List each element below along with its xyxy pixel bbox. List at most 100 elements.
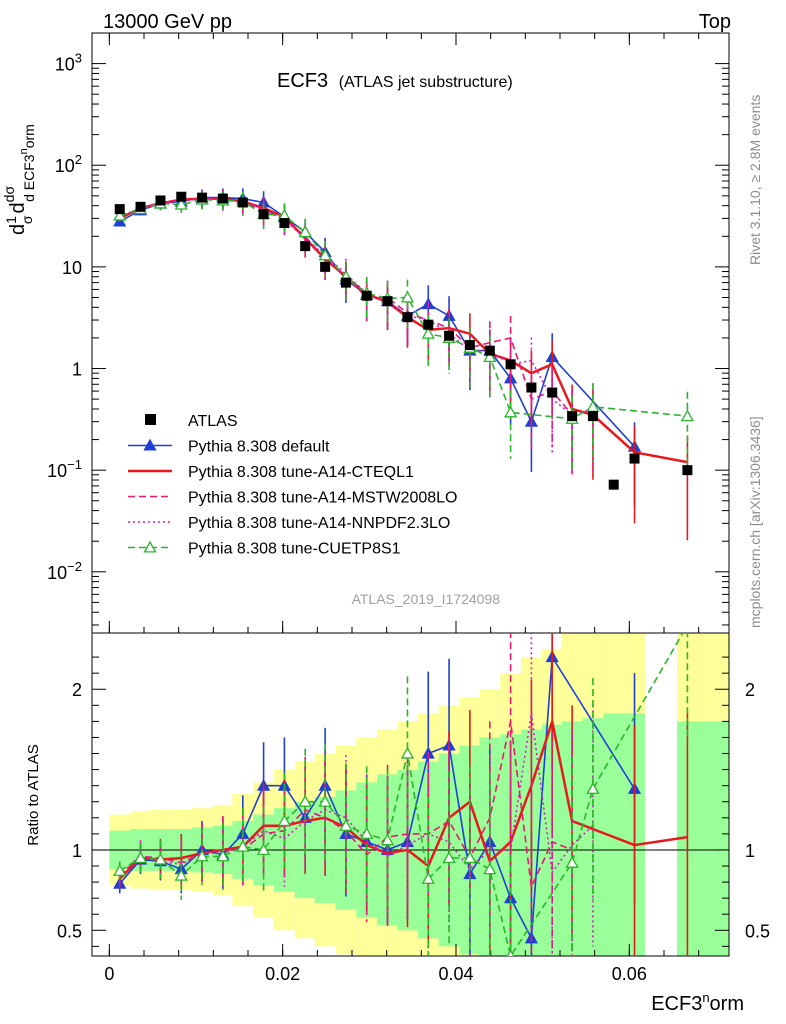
legend-label-pythia-8-308-tune-a14-cteql1: Pythia 8.308 tune-A14-CTEQL1 bbox=[188, 464, 414, 481]
main-point-pythia-8-308-tune-cuetp8s1 bbox=[421, 326, 435, 339]
main-point-atlas bbox=[505, 359, 516, 370]
y-tick-label-main: 1 bbox=[72, 360, 82, 380]
main-point-atlas bbox=[197, 192, 208, 203]
x-tick-label: 0 bbox=[104, 964, 114, 984]
main-point-atlas bbox=[484, 345, 495, 356]
main-point-atlas bbox=[320, 261, 331, 272]
main-point-atlas bbox=[682, 465, 693, 476]
y-tick-label-main: 10−2 bbox=[47, 559, 82, 583]
x-axis-label: ECF3norm bbox=[651, 990, 744, 1015]
chart-title: ECF3 (ATLAS jet substructure) bbox=[277, 70, 513, 92]
ratio-point-pythia-8-308-tune-cuetp8s1 bbox=[195, 849, 209, 862]
main-point-atlas bbox=[423, 319, 434, 330]
main-point-atlas bbox=[464, 340, 475, 351]
main-point-atlas bbox=[237, 197, 248, 208]
watermark-analysis: ATLAS_2019_I1724098 bbox=[352, 591, 501, 607]
legend-marker-pythia-8-308-default bbox=[143, 438, 157, 451]
ratio-point-pythia-8-308-tune-cuetp8s1 bbox=[236, 839, 250, 852]
ratio-point-pythia-8-308-tune-cuetp8s1 bbox=[483, 862, 497, 875]
y-tick-label-ratio-right: 2 bbox=[745, 680, 755, 700]
ratio-point-pythia-8-308-tune-cuetp8s1 bbox=[380, 833, 395, 846]
legend: ATLAS Pythia 8.308 default Pythia 8.308 tu… bbox=[128, 413, 457, 558]
main-point-pythia-8-308-tune-cuetp8s1 bbox=[318, 248, 332, 261]
main-point-atlas bbox=[176, 191, 187, 202]
ratio-point-pythia-8-308-tune-cuetp8s1 bbox=[463, 851, 477, 864]
y-tick-label-ratio-right: 1 bbox=[745, 841, 755, 861]
ratio-point-pythia-8-308-tune-cuetp8s1 bbox=[216, 849, 230, 862]
main-point-atlas bbox=[217, 193, 228, 204]
y-axis-label-main-text: d1σddσ d ECF3norm bbox=[1, 124, 37, 235]
ratio-line-pythia-8-308-tune-a14-nnpdf2-3lo bbox=[119, 713, 594, 877]
ratio-band-green bbox=[603, 713, 625, 956]
ratio-uncertainty-bands bbox=[109, 633, 729, 956]
chart-title-main: ECF3 bbox=[277, 70, 328, 92]
main-point-atlas bbox=[300, 241, 311, 252]
ratio-plot-frame bbox=[91, 632, 730, 957]
ratio-point-pythia-8-308-tune-cuetp8s1 bbox=[421, 872, 435, 884]
main-point-pythia-8-308-tune-cuetp8s1 bbox=[298, 225, 312, 238]
chart-subtitle: (ATLAS jet substructure) bbox=[339, 74, 513, 91]
main-point-pythia-8-308-tune-cuetp8s1 bbox=[113, 208, 127, 221]
main-point-atlas bbox=[155, 195, 166, 206]
ratio-point-pythia-8-308-tune-cuetp8s1 bbox=[339, 818, 353, 831]
x-tick-label: 0.06 bbox=[612, 964, 647, 984]
main-point-atlas bbox=[608, 479, 619, 490]
y-tick-label-ratio: 0.5 bbox=[57, 921, 82, 941]
main-point-atlas bbox=[629, 453, 640, 464]
ratio-point-pythia-8-308-tune-cuetp8s1 bbox=[113, 863, 127, 876]
ratio-point-pythia-8-308-tune-cuetp8s1 bbox=[506, 949, 515, 956]
main-point-atlas bbox=[135, 201, 146, 212]
ratio-point-pythia-8-308-tune-cuetp8s1 bbox=[153, 852, 168, 865]
x-tick-label: 0.04 bbox=[438, 964, 473, 984]
legend-label-pythia-8-308-tune-cuetp8s1: Pythia 8.308 tune-CUETP8S1 bbox=[188, 541, 401, 558]
main-line-pythia-8-308-tune-a14-mstw2008lo bbox=[119, 197, 573, 416]
y-tick-label-main: 103 bbox=[55, 51, 82, 75]
ratio-plot-series bbox=[92, 619, 729, 956]
main-point-atlas bbox=[567, 411, 578, 422]
main-point-atlas bbox=[279, 218, 290, 229]
y-axis-label-ratio-text: Ratio to ATLAS bbox=[25, 744, 42, 845]
side-label-rivet: Rivet 3.1.10, ≥ 2.8M events bbox=[747, 95, 763, 265]
ratio-point-pythia-8-308-tune-cuetp8s1 bbox=[256, 843, 271, 855]
main-line-pythia-8-308-default bbox=[119, 196, 636, 448]
y-tick-label-main: 10 bbox=[62, 258, 82, 278]
main-point-atlas bbox=[444, 330, 455, 341]
y-tick-label-ratio: 1 bbox=[72, 841, 82, 861]
side-label-mcplots-text: mcplots.cern.ch [arXiv:1306.3436] bbox=[747, 416, 763, 628]
legend-label-pythia-8-308-default: Pythia 8.308 default bbox=[188, 439, 330, 456]
ratio-point-pythia-8-308-tune-cuetp8s1 bbox=[682, 619, 693, 629]
main-point-pythia-8-308-tune-cuetp8s1 bbox=[503, 405, 518, 418]
y-tick-label-main: 10−1 bbox=[47, 457, 82, 481]
y-tick-label-ratio: 2 bbox=[72, 680, 82, 700]
header-right: Top bbox=[699, 11, 731, 33]
ratio-point-pythia-8-308-tune-cuetp8s1 bbox=[318, 794, 332, 807]
side-label-rivet-text: Rivet 3.1.10, ≥ 2.8M events bbox=[747, 95, 763, 265]
main-line-pythia-8-308-tune-a14-nnpdf2-3lo bbox=[119, 197, 594, 416]
legend-marker-atlas bbox=[145, 414, 156, 425]
ratio-point-pythia-8-308-tune-cuetp8s1 bbox=[586, 782, 600, 794]
x-tick-label: 0.02 bbox=[265, 964, 300, 984]
main-point-atlas bbox=[340, 277, 351, 288]
main-point-atlas bbox=[526, 382, 537, 393]
ratio-band-green bbox=[677, 721, 729, 956]
main-point-pythia-8-308-tune-cuetp8s1 bbox=[174, 197, 188, 210]
ratio-point-pythia-8-308-tune-cuetp8s1 bbox=[277, 814, 292, 827]
main-point-atlas bbox=[587, 411, 598, 422]
y-axis-label-main: d1σddσ d ECF3norm bbox=[1, 124, 37, 235]
main-point-atlas bbox=[382, 296, 393, 307]
main-point-atlas bbox=[258, 209, 269, 220]
ratio-point-pythia-8-308-tune-cuetp8s1 bbox=[360, 827, 374, 839]
main-point-atlas bbox=[361, 290, 372, 301]
legend-label-atlas: ATLAS bbox=[188, 413, 238, 430]
side-label-mcplots: mcplots.cern.ch [arXiv:1306.3436] bbox=[747, 416, 763, 628]
main-point-pythia-8-308-tune-cuetp8s1 bbox=[483, 350, 497, 362]
y-tick-label-ratio-right: 0.5 bbox=[745, 921, 770, 941]
header-left: 13000 GeV pp bbox=[103, 11, 232, 33]
ratio-point-pythia-8-308-tune-cuetp8s1 bbox=[298, 794, 312, 807]
ratio-point-pythia-8-308-tune-cuetp8s1 bbox=[174, 868, 188, 881]
ratio-point-pythia-8-308-tune-cuetp8s1 bbox=[133, 851, 148, 864]
ratio-point-pythia-8-308-tune-cuetp8s1 bbox=[565, 855, 579, 868]
main-point-pythia-8-308-tune-cuetp8s1 bbox=[400, 290, 415, 303]
